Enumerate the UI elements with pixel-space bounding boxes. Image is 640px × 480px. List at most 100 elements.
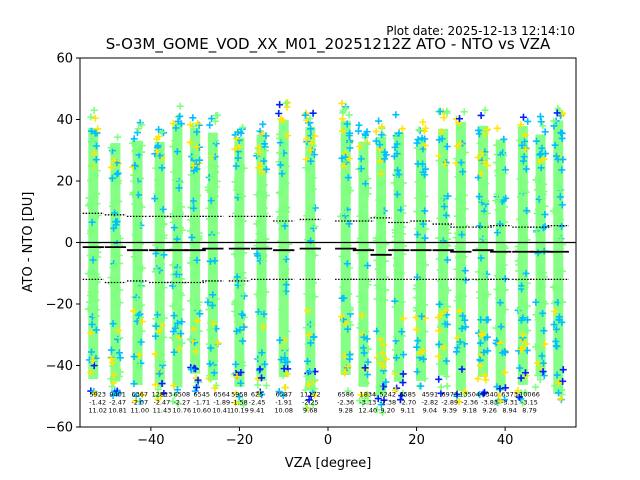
x-axis-label: VZA [degree]	[285, 456, 372, 471]
scatter-point	[111, 301, 119, 309]
scatter-point	[84, 270, 92, 278]
scatter-point	[174, 130, 182, 138]
scatter-point	[280, 345, 288, 353]
scatter-point	[556, 193, 564, 201]
scatter-point	[178, 203, 186, 211]
scatter-point	[174, 117, 182, 125]
scatter-point	[110, 371, 118, 379]
scatter-point	[308, 139, 316, 147]
scatter-point	[452, 348, 460, 356]
scatter-point	[85, 298, 93, 306]
scatter-point	[191, 175, 199, 183]
scatter-point	[261, 360, 269, 368]
bin-stat-text: 9.39	[443, 406, 457, 414]
scatter-point	[474, 174, 482, 182]
scatter-point	[455, 398, 463, 406]
scatter-point	[536, 158, 544, 166]
scatter-core	[88, 127, 99, 380]
scatter-point	[133, 295, 141, 303]
scatter-point	[475, 288, 483, 296]
bin-stat-text: 11.43	[153, 406, 172, 414]
bin-stat-text: -1.89	[213, 398, 230, 406]
scatter-point	[524, 316, 532, 324]
scatter-point	[501, 244, 509, 252]
bin-stat-text: 6586	[337, 390, 354, 398]
scatter-point	[343, 120, 351, 128]
scatter-point	[204, 298, 212, 306]
scatter-point	[459, 214, 467, 222]
scatter-point	[87, 127, 95, 135]
scatter-point	[133, 220, 141, 228]
scatter-point	[456, 115, 464, 123]
scatter-point	[233, 273, 241, 281]
scatter-point	[191, 272, 199, 280]
bin-stat-text: -2.47	[154, 398, 171, 406]
scatter-point	[195, 327, 203, 335]
scatter-point	[257, 374, 265, 382]
scatter-point	[345, 290, 353, 298]
scatter-point	[361, 180, 369, 188]
scatter-point	[254, 381, 262, 389]
scatter-point	[554, 266, 562, 274]
scatter-point	[444, 286, 452, 294]
scatter-point	[360, 333, 368, 341]
scatter-point	[478, 177, 486, 185]
scatter-point	[277, 306, 285, 314]
scatter-point	[340, 279, 348, 287]
scatter-point	[109, 320, 117, 328]
scatter-point	[133, 341, 141, 349]
scatter-column	[452, 108, 470, 406]
scatter-point	[262, 132, 270, 140]
scatter-point	[135, 361, 143, 369]
scatter-point	[307, 392, 315, 400]
scatter-point	[276, 139, 284, 147]
scatter-point	[259, 120, 267, 128]
scatter-point	[309, 185, 317, 193]
scatter-point	[380, 155, 388, 163]
scatter-point	[435, 327, 443, 335]
bin-stat-text: -2.89	[441, 398, 458, 406]
scatter-point	[484, 209, 492, 217]
scatter-point	[534, 316, 542, 324]
scatter-point	[113, 275, 121, 283]
bin-stat-text: -3.83	[481, 398, 498, 406]
scatter-point	[175, 265, 183, 273]
scatter-point	[441, 320, 449, 328]
scatter-point	[363, 140, 371, 148]
scatter-point	[191, 353, 199, 361]
scatter-point	[377, 262, 385, 270]
scatter-point	[170, 277, 178, 285]
bin-stat-text: 6545	[194, 390, 211, 398]
scatter-point	[377, 207, 385, 215]
scatter-point	[524, 327, 532, 335]
scatter-point	[158, 260, 166, 268]
statistic-lines	[80, 212, 576, 284]
scatter-point	[517, 225, 525, 233]
scatter-point	[256, 355, 264, 363]
bin-stat-text: 4340	[481, 390, 498, 398]
scatter-point	[420, 355, 428, 363]
scatter-point	[175, 333, 183, 341]
bin-stat-text: 11.00	[130, 406, 149, 414]
scatter-point	[169, 397, 177, 405]
scatter-point	[435, 360, 443, 368]
scatter-point	[558, 166, 566, 174]
scatter-point	[302, 324, 310, 332]
scatter-point	[356, 324, 364, 332]
bin-stat-text: 12813	[152, 390, 173, 398]
scatter-point	[381, 257, 389, 265]
scatter-point	[555, 313, 563, 321]
scatter-point	[109, 198, 117, 206]
bin-stat-text: 9401	[109, 390, 126, 398]
scatter-point	[177, 210, 185, 218]
scatter-point	[306, 368, 314, 376]
scatter-core	[132, 140, 143, 386]
scatter-point	[210, 201, 218, 209]
scatter-point	[398, 125, 406, 133]
scatter-point	[236, 192, 244, 200]
scatter-point	[116, 334, 124, 342]
scatter-point	[260, 257, 268, 265]
scatter-point	[275, 158, 283, 166]
scatter-point	[538, 283, 546, 291]
scatter-point	[239, 290, 247, 298]
